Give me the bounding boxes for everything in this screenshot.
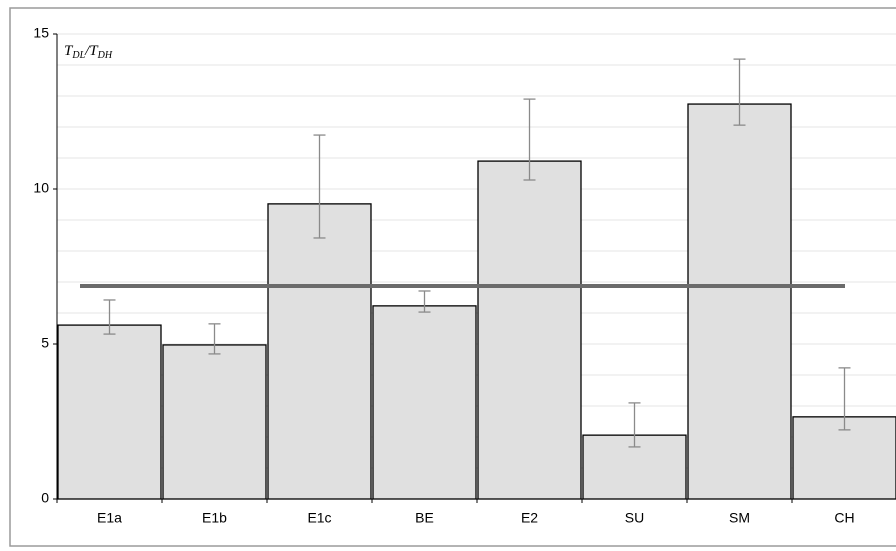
- label-part: DH: [97, 50, 113, 61]
- label-part: /T: [84, 43, 99, 59]
- x-tick-label: BE: [415, 510, 434, 526]
- bar: [267, 203, 372, 500]
- y-tick-label: 15: [33, 25, 49, 41]
- bar: [477, 160, 582, 500]
- bar: [792, 416, 896, 500]
- bar: [372, 305, 477, 500]
- x-tick-label: E1a: [97, 510, 122, 526]
- x-tick-label: SU: [625, 510, 644, 526]
- x-tick-label: E1c: [307, 510, 331, 526]
- label-part: T: [64, 43, 74, 59]
- y-tick-label: 10: [33, 180, 49, 196]
- y-tick-label: 0: [41, 490, 49, 506]
- bar: [687, 103, 792, 500]
- y-axis-label: TDL/TDH: [64, 43, 113, 61]
- bar: [162, 344, 267, 500]
- x-tick-label: CH: [834, 510, 854, 526]
- x-tick-label: E2: [521, 510, 538, 526]
- x-tick-label: E1b: [202, 510, 227, 526]
- x-tick-label: SM: [729, 510, 750, 526]
- label-part: DL: [71, 50, 85, 61]
- y-tick-label: 5: [41, 335, 49, 351]
- bar: [57, 324, 162, 500]
